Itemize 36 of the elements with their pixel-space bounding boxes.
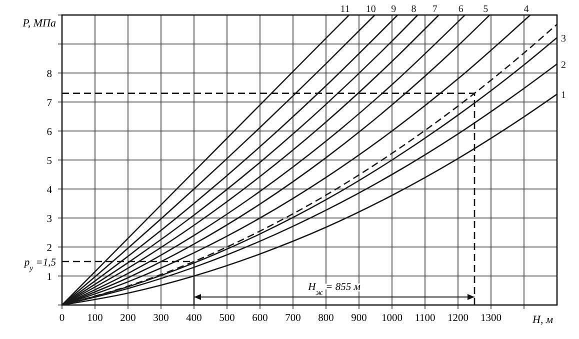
x-tick-label: 1000 bbox=[382, 313, 402, 324]
x-tick-label: 200 bbox=[120, 313, 136, 324]
y-tick-label: 4 bbox=[46, 185, 53, 196]
x-axis-title: H, м bbox=[532, 314, 553, 326]
x-tick-label: 500 bbox=[219, 313, 235, 324]
x-tick-label: 1200 bbox=[448, 313, 468, 324]
annotation: p$_{у}$ =1,5 bbox=[23, 258, 56, 272]
x-tick-label: 800 bbox=[318, 313, 334, 324]
x-tick-label: 1100 bbox=[414, 313, 436, 324]
x-tick-label: 700 bbox=[285, 313, 301, 324]
y-tick-label: 2 bbox=[46, 243, 52, 254]
series-label: 4 bbox=[524, 4, 529, 15]
x-tick-label: 600 bbox=[252, 313, 268, 324]
series-label: 2 bbox=[561, 60, 566, 72]
series-label: 5 bbox=[483, 4, 488, 15]
x-tick-label: 300 bbox=[153, 313, 169, 324]
series-label: 11 bbox=[340, 4, 350, 15]
series-label: 10 bbox=[366, 4, 376, 15]
series-label: 8 bbox=[411, 4, 416, 15]
series-label: 1 bbox=[561, 90, 566, 102]
x-tick-label: 100 bbox=[87, 313, 103, 324]
y-tick-label: 1 bbox=[46, 272, 52, 283]
series-label: 7 bbox=[432, 4, 438, 15]
series-label: 3 bbox=[561, 34, 566, 45]
series-label: 6 bbox=[458, 4, 464, 15]
series-label: 9 bbox=[391, 4, 396, 15]
y-axis-title: P, МПа bbox=[22, 18, 56, 30]
x-tick-label: 400 bbox=[186, 313, 202, 324]
y-tick-label: 8 bbox=[46, 69, 52, 80]
x-tick-label: 0 bbox=[59, 313, 65, 324]
x-tick-label: 1300 bbox=[480, 313, 502, 324]
x-tick-label: 900 bbox=[351, 313, 367, 324]
y-tick-label: 6 bbox=[46, 127, 52, 138]
y-tick-label: 7 bbox=[46, 98, 52, 109]
y-tick-label: 3 bbox=[46, 214, 52, 225]
y-tick-label: 5 bbox=[46, 156, 52, 167]
